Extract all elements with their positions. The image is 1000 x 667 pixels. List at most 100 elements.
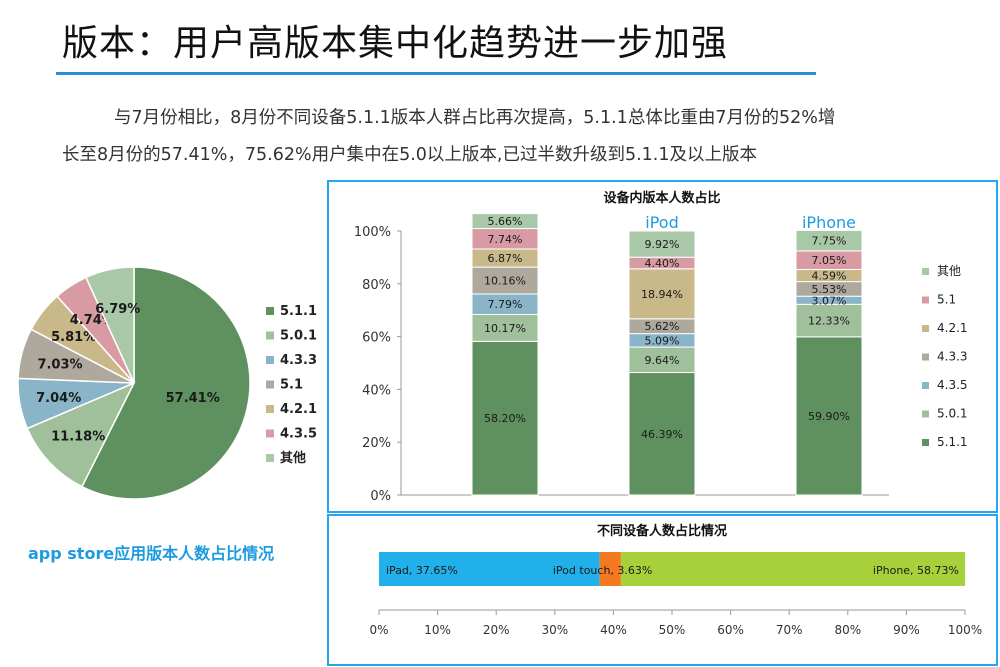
stack-segment-iphone-1 [795,336,863,496]
stack-legend-label-3: 4.2.1 [937,321,968,335]
hbar-x-tick-label-7: 60% [717,623,744,637]
pie-legend-label-3: 4.3.3 [280,353,317,368]
stack-legend-label-7: 5.1.1 [937,435,968,449]
stack-segment-label-iphone-7: 7.75% [812,235,847,248]
stack-segment-label-ipod-2: 9.64% [645,354,680,367]
stack-segment-label-ipod-3: 5.09% [645,334,680,347]
stack-segment-label-iphone-5: 4.59% [812,270,847,283]
hbar-segment-label-2: iPod touch, 3.63% [553,564,652,577]
hbar-x-tick-label-10: 90% [893,623,920,637]
stack-segment-label-ipad-7: 5.66% [488,215,523,228]
pie-slice-2 [26,381,136,488]
stack-category-label-3: iPhone [802,213,856,232]
stack-segment-label-ipad-6: 7.74% [488,233,523,246]
hbar-x-tick-label-1: 0% [369,623,388,637]
pie-slice-label-3: 7.04% [36,391,81,406]
pie-legend-swatch-2 [266,331,274,340]
hbar-x-tick-label-4: 30% [541,623,568,637]
stack-segment-ipod-1 [628,372,696,496]
stack-segment-iphone-2 [795,303,863,338]
hbar-segment-label-3: iPhone, 58.73% [873,564,959,577]
summary-paragraph: 与7月份相比，8月份不同设备5.1.1版本人群占比再次提高，5.1.1总体比重由… [62,100,982,174]
summary-line-1: 与7月份相比，8月份不同设备5.1.1版本人群占比再次提高，5.1.1总体比重由… [114,108,836,128]
pie-legend-swatch-1 [266,307,274,315]
y-tick-label-5: 80% [362,278,391,293]
pie-slice-7 [85,266,135,384]
stack-segment-label-iphone-1: 59.90% [808,410,850,423]
hbar-segment-1 [379,552,600,586]
pie-legend-label-1: 5.1.1 [280,304,317,319]
version-pie-chart: 57.41%11.18%7.04%7.03%5.81%4.74%6.79% 5.1… [17,266,317,500]
hbar-x-tick-label-9: 80% [834,623,861,637]
hbar-x-tick-label-3: 20% [483,623,510,637]
hbar-segment-2 [599,552,621,586]
stack-segment-ipod-7 [628,230,696,258]
y-tick-label-6: 100% [354,225,391,240]
pie-legend-label-7: 其他 [280,450,306,466]
pie-legend-label-5: 4.2.1 [280,402,317,417]
summary-line-2: 长至8月份的57.41%，75.62%用户集中在5.0以上版本,已过半数升级到5… [62,145,758,165]
pie-slice-label-5: 5.81% [51,330,96,345]
pie-legend-swatch-3 [266,356,274,364]
stack-segment-label-ipod-5: 18.94% [641,288,683,301]
stack-legend-swatch-1 [922,268,929,275]
stack-segment-label-iphone-4: 5.53% [812,283,847,296]
hbar-segment-3 [620,552,966,586]
pie-slice-label-1: 57.41% [166,391,220,406]
device-share-panel: 不同设备人数占比情况 iPad, 37.65% iPod touch, 3.63% i… [327,514,998,666]
pie-legend-swatch-7 [266,454,274,462]
pie-legend-label-4: 5.1 [280,378,303,393]
pie-slice-label-4: 7.03% [37,357,82,372]
pie-legend-swatch-6 [266,429,274,438]
pie-slice-1 [80,266,251,500]
device-version-stacked-chart: 设备内版本人数占比0%20%40%60%80%100%iPad58.20%10.… [354,190,968,504]
stack-segment-label-ipad-1: 58.20% [484,412,526,425]
y-tick-label-4: 60% [362,331,391,346]
device-version-panel: 设备内版本人数占比0%20%40%60%80%100%iPad58.20%10.… [327,180,998,513]
stack-segment-label-ipad-3: 7.79% [488,298,523,311]
stack-segment-label-ipad-5: 6.87% [488,252,523,265]
stack-segment-label-ipad-4: 10.16% [484,275,526,288]
stack-segment-label-iphone-3: 3.07% [812,294,847,307]
y-tick-label-3: 40% [362,383,391,398]
stack-segment-label-ipod-1: 46.39% [641,428,683,441]
title-underline [56,72,816,75]
pie-legend-swatch-5 [266,405,274,413]
stack-legend-swatch-2 [922,296,929,304]
hbar-x-tick-label-6: 50% [659,623,686,637]
y-tick-label-2: 20% [362,436,391,451]
stack-segment-ipad-1 [471,340,539,496]
pie-caption: app store应用版本人数占比情况 [28,544,275,563]
hbar-chart-title: 不同设备人数占比情况 [597,523,727,539]
stack-segment-ipod-5 [628,268,696,320]
stack-legend-label-5: 4.3.5 [937,378,968,392]
hbar-segment-label-1: iPad, 37.65% [386,564,458,577]
stack-segment-label-ipod-6: 4.40% [645,257,680,270]
stack-legend-label-1: 其他 [937,264,961,278]
hbar-x-tick-label-8: 70% [776,623,803,637]
pie-slice-label-7: 6.79% [95,302,140,317]
stack-chart-title: 设备内版本人数占比 [603,190,720,206]
hbar-x-tick-label-11: 100% [948,623,982,637]
y-tick-label-1: 0% [370,489,391,504]
pie-slice-label-2: 11.18% [51,429,105,444]
stack-segment-ipad-7 [471,213,539,230]
stack-legend-swatch-3 [922,325,929,332]
device-share-bar-chart: 不同设备人数占比情况 iPad, 37.65% iPod touch, 3.63% i… [369,523,982,637]
stack-legend-swatch-6 [922,410,929,418]
pie-legend-label-2: 5.0.1 [280,329,317,344]
stack-legend-swatch-4 [922,353,929,361]
stack-segment-ipad-4 [471,266,539,295]
stack-legend-label-4: 4.3.3 [937,350,968,364]
pie-legend-label-6: 4.3.5 [280,427,317,442]
hbar-x-tick-label-5: 40% [600,623,627,637]
stack-segment-label-ipod-7: 9.92% [645,238,680,251]
slide-title: 版本：用户高版本集中化趋势进一步加强 [62,23,729,64]
stack-segment-label-ipod-4: 5.62% [645,320,680,333]
stack-legend-swatch-5 [922,382,929,389]
stack-category-label-2: iPod [645,213,678,232]
stack-segment-iphone-7 [795,229,863,252]
stack-legend-label-2: 5.1 [937,293,956,307]
hbar-x-tick-label-2: 10% [424,623,451,637]
stack-segment-label-iphone-6: 7.05% [812,254,847,267]
